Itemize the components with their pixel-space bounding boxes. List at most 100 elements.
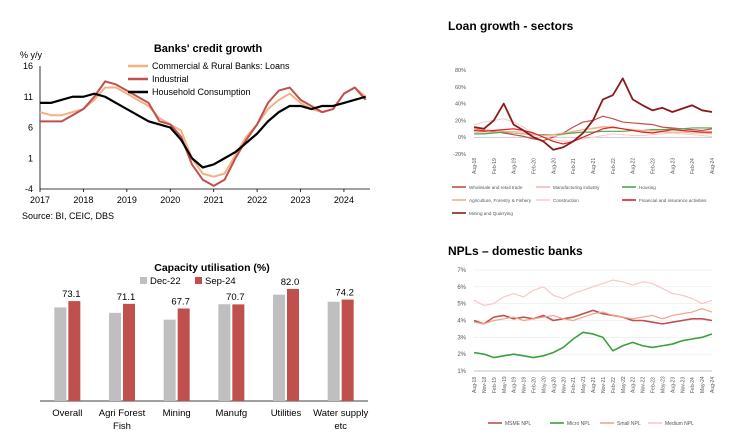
x-tick-label: Aug-24: [710, 158, 716, 174]
y-tick-label: -4: [25, 184, 33, 194]
legend-label: Housing: [639, 185, 656, 190]
x-tick-label: etc: [334, 421, 347, 432]
x-tick-label: May-23: [660, 376, 666, 393]
x-tick-label: Aug-20: [551, 377, 557, 393]
legend-label: Household Consumption: [152, 87, 251, 97]
x-tick-label: May-21: [581, 376, 587, 393]
legend-label: Small NPL: [617, 421, 641, 427]
x-tick-label: Feb-20: [532, 377, 538, 393]
y-tick-label: 6: [28, 123, 33, 133]
bar: [109, 312, 121, 401]
x-tick-label: 2020: [160, 195, 180, 205]
legend-label: Commercial & Rural Banks: Loans: [152, 61, 290, 71]
series-line: [473, 126, 712, 145]
bar: [163, 319, 176, 401]
y-tick-label: 80%: [455, 68, 466, 74]
series-line: [473, 126, 713, 137]
y-tick-label: 40%: [455, 102, 466, 108]
x-tick-label: Aug-21: [591, 158, 597, 174]
legend-label: Agriculture, Forestry & Fishery: [469, 198, 532, 203]
x-tick-label: Nov-18: [482, 377, 488, 393]
x-tick-label: May-20: [541, 376, 547, 393]
legend-label: Wholesale and retail trade: [469, 185, 523, 190]
legend-label: Sep-24: [205, 276, 236, 287]
bar: [68, 301, 81, 401]
chart-title: NPLs – domestic banks: [448, 244, 583, 258]
x-tick-label: Manufg: [215, 408, 247, 419]
legend-label: Industrial: [152, 74, 189, 84]
x-tick-label: 2021: [204, 195, 224, 205]
npl-domestic-banks-chart: NPLs – domestic banks 7% 6% 5% 4% 3% 2% 1% Aug-1…: [448, 244, 716, 427]
x-tick-label: Feb-22: [611, 158, 617, 174]
x-tick-label: Feb-21: [571, 158, 577, 174]
series-line: [40, 80, 367, 187]
x-tick-label: Mining: [163, 408, 191, 419]
legend-label: MSME NPL: [505, 421, 531, 427]
chart-title: Banks' credit growth: [154, 43, 263, 55]
bar: [287, 288, 299, 401]
series-line: [39, 86, 367, 178]
x-tick-label: May-19: [502, 376, 508, 393]
series-line: [40, 92, 366, 169]
y-tick-label: 1: [28, 153, 33, 163]
legend-label: Medium NPL: [665, 421, 694, 427]
series-line: [473, 77, 713, 151]
x-tick-label: Aug-21: [591, 377, 597, 393]
x-tick-label: 2024: [334, 195, 354, 205]
x-tick-label: Feb-20: [532, 158, 538, 174]
x-tick-label: Aug-23: [670, 158, 676, 174]
bar: [273, 294, 285, 401]
x-tick-label: Aug-22: [631, 377, 637, 393]
x-tick-label: 2018: [73, 195, 93, 205]
x-tick-label: Feb-21: [571, 377, 577, 393]
capacity-utilisation-chart: Capacity utilisation (%) Dec-22 Sep-24 73.1…: [40, 262, 368, 432]
y-tick-label: 1%: [457, 369, 466, 375]
x-tick-label: 2017: [30, 195, 50, 205]
x-tick-label: Aug-23: [670, 377, 676, 393]
legend-label: Micro NPL: [567, 421, 591, 427]
x-tick-label: Feb-23: [651, 377, 657, 393]
series-line: [473, 118, 713, 142]
x-tick-label: Aug-22: [631, 158, 637, 174]
y-tick-label: -20%: [453, 152, 466, 158]
source-note: Source: BI, CEIC, DBS: [22, 211, 114, 221]
x-tick-label: Feb-24: [690, 377, 696, 393]
y-tick-label: 0%: [458, 135, 466, 141]
chart-title: Loan growth - sectors: [448, 19, 574, 33]
y-tick-label: 7%: [457, 268, 466, 274]
y-tick-label: 4%: [457, 319, 466, 325]
x-tick-label: Aug-20: [551, 158, 557, 174]
y-tick-label: 6%: [457, 285, 466, 291]
y-tick-label: 16: [23, 61, 33, 71]
bar: [123, 303, 135, 401]
x-tick-label: Nov-22: [641, 377, 647, 393]
series-line: [473, 309, 713, 325]
bar: [327, 301, 340, 401]
data-label: 67.7: [171, 296, 190, 307]
bar: [54, 307, 67, 401]
series-line: [473, 308, 713, 325]
y-tick-label: 20%: [455, 118, 466, 124]
x-tick-label: Feb-22: [611, 377, 617, 393]
data-label: 71.1: [117, 292, 136, 303]
x-tick-label: 2019: [117, 195, 137, 205]
x-tick-label: Utilities: [271, 408, 302, 419]
x-tick-label: Agri Forest: [99, 408, 146, 419]
legend-label: Financial and insurance activities: [639, 198, 707, 203]
y-axis-label: % y/y: [20, 50, 43, 60]
x-tick-label: May-22: [621, 376, 627, 393]
legend-label: Manufacturing industry: [553, 185, 600, 190]
x-tick-label: Nov-21: [601, 377, 607, 393]
x-tick-label: Aug-18: [472, 377, 478, 393]
series-line: [473, 331, 713, 359]
x-tick-label: Nov-20: [561, 377, 567, 393]
x-tick-label: Water supply: [313, 408, 368, 419]
loan-growth-sectors-chart: Loan growth - sectors 80% 60% 40% 20% 0% -20% A…: [448, 19, 716, 216]
series-line: [473, 279, 713, 306]
x-tick-label: Fish: [113, 421, 131, 432]
legend-swatch: [195, 277, 202, 284]
x-tick-label: May-24: [700, 376, 706, 393]
data-label: 74.2: [335, 288, 354, 299]
data-label: 73.1: [62, 289, 81, 300]
